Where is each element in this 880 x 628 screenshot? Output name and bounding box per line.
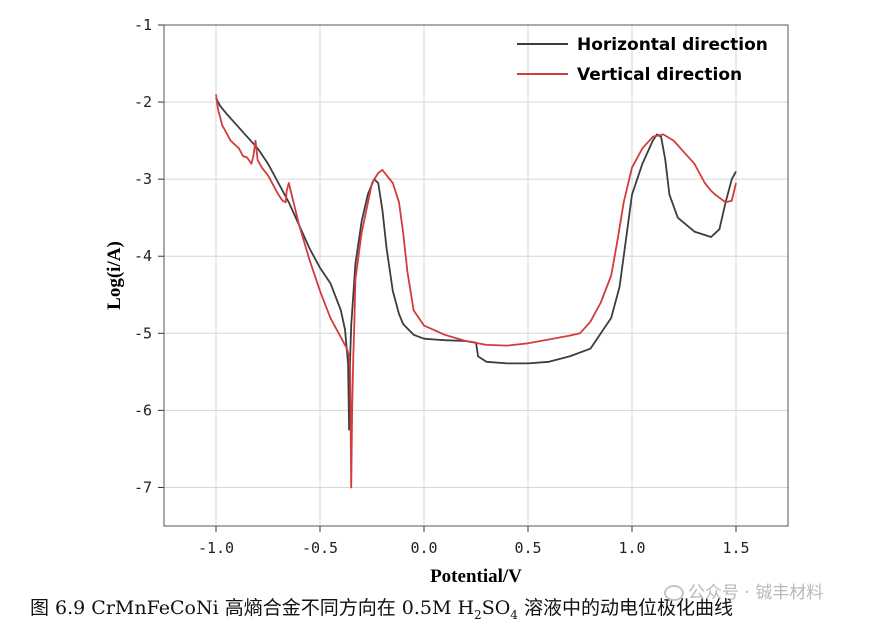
y-tick-label: -3 xyxy=(134,170,152,188)
wechat-logo-icon xyxy=(664,585,684,601)
figure-caption: 图 6.9 CrMnFeCoNi 高熵合金不同方向在 0.5M H2SO4 溶液… xyxy=(30,593,733,622)
y-tick-label: -7 xyxy=(134,478,152,496)
caption-prefix: 图 6.9 CrMnFeCoNi 高熵合金不同方向在 0.5M H xyxy=(30,597,475,619)
y-axis-title: Log(i/A) xyxy=(104,241,125,310)
x-tick-label: 0.5 xyxy=(514,539,541,557)
legend: Horizontal direction Vertical direction xyxy=(517,35,768,85)
caption-mid: SO xyxy=(481,597,511,619)
caption-subscript-2: 2 xyxy=(474,607,482,622)
watermark: 公众号 · 铖丰材料 xyxy=(664,578,823,603)
y-tick-label: -6 xyxy=(134,401,152,419)
y-tick-label: -2 xyxy=(134,93,152,111)
y-axis-ticks: -1 -2 -3 -4 -5 -6 -7 xyxy=(134,16,164,496)
watermark-text: 公众号 · 铖丰材料 xyxy=(688,583,824,603)
series-line-horizontal xyxy=(215,97,737,431)
x-tick-label: -0.5 xyxy=(302,539,338,557)
plot-frame xyxy=(163,24,789,527)
caption-suffix: 溶液中的动电位极化曲线 xyxy=(517,597,733,619)
y-tick-label: -1 xyxy=(134,16,152,34)
x-tick-label: 0.0 xyxy=(410,539,437,557)
x-tick-label: 1.0 xyxy=(618,539,645,557)
legend-label: Vertical direction xyxy=(577,65,742,85)
x-tick-label: 1.5 xyxy=(722,539,749,557)
x-tick-label: -1.0 xyxy=(198,539,234,557)
y-tick-label: -4 xyxy=(134,247,152,265)
y-tick-label: -5 xyxy=(134,324,152,342)
grid-lines xyxy=(164,24,788,526)
caption-subscript-4: 4 xyxy=(510,607,518,622)
x-axis-title: Potential/V xyxy=(430,566,522,587)
series-line-vertical xyxy=(215,94,737,489)
series-lines xyxy=(215,94,737,489)
x-axis-ticks: -1.0 -0.5 0.0 0.5 1.0 1.5 xyxy=(198,526,750,557)
legend-label: Horizontal direction xyxy=(577,35,768,55)
polarization-chart: -1.0 -0.5 0.0 0.5 1.0 1.5 -1 -2 -3 -4 -5 -6 -7 Hori… xyxy=(104,16,789,587)
